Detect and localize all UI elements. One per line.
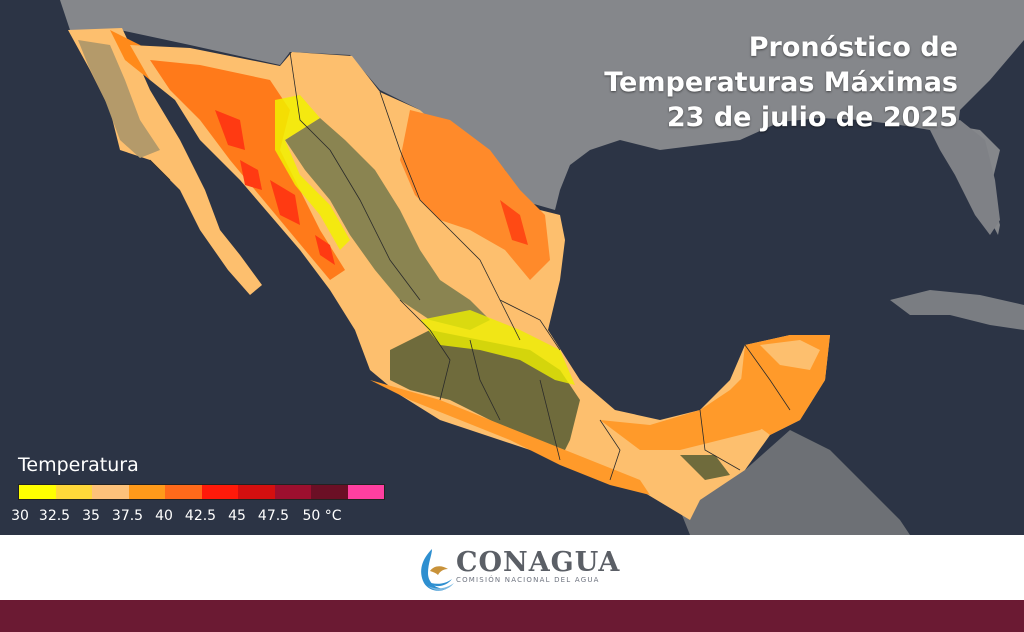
brand: CONAGUA COMISIÓN NACIONAL DEL AGUA	[456, 547, 620, 584]
central-america	[680, 430, 910, 535]
northeast-very-hot	[500, 200, 528, 245]
legend-swatch	[92, 485, 129, 499]
pacific-coast-warm	[370, 380, 650, 495]
title-line-3: 23 de julio de 2025	[666, 102, 958, 133]
legend-swatch	[55, 485, 92, 499]
footer: CONAGUA COMISIÓN NACIONAL DEL AGUA	[0, 535, 1024, 600]
legend-tick-label: 32.5	[38, 508, 71, 524]
sierra-madre-occidental	[285, 118, 490, 330]
legend-tick-label: 47.5	[257, 508, 290, 524]
title-line-1: Pronóstico de	[748, 32, 958, 63]
legend-swatch	[347, 485, 384, 499]
usa-landmass	[60, 0, 1024, 235]
temperature-legend: Temperatura 30 32.5 35 37.5 40 42.5 45 47.5 50 °…	[11, 454, 398, 526]
chiapas-highlands	[680, 455, 730, 480]
legend-tick-label: 37.5	[111, 508, 144, 524]
legend-tick-label: 45	[228, 508, 246, 524]
map-graphic	[60, 0, 1024, 535]
brand-name: CONAGUA	[456, 547, 621, 578]
state-boundaries	[149, 51, 791, 481]
legend-tick-label: 42.5	[184, 508, 217, 524]
legend-tick-label: 35	[82, 508, 100, 524]
florida	[930, 120, 1000, 235]
legend-swatch	[238, 485, 275, 499]
legend-tick-label: 40	[155, 508, 173, 524]
legend-swatch	[128, 485, 165, 499]
legend-tick-label: 50 °C	[302, 508, 342, 524]
legend-color-bar	[18, 484, 385, 500]
central-cool-band	[420, 310, 575, 385]
bottom-bar	[0, 600, 1024, 632]
legend-swatch	[311, 485, 348, 499]
legend-swatch	[201, 485, 238, 499]
map-title: Pronóstico de Temperaturas Máximas 23 de…	[604, 30, 958, 135]
sonora-very-hot	[215, 110, 335, 265]
temperature-map: Pronóstico de Temperaturas Máximas 23 de…	[0, 0, 1024, 535]
baja-desert	[78, 40, 160, 158]
cuba	[890, 290, 1024, 330]
legend-title: Temperatura	[18, 454, 139, 476]
conagua-logo-icon	[421, 549, 454, 591]
title-line-2: Temperaturas Máximas	[604, 67, 958, 98]
legend-swatch	[274, 485, 311, 499]
legend-swatch	[19, 485, 56, 499]
legend-tick-labels: 30 32.5 35 37.5 40 42.5 45 47.5 50 °C	[11, 508, 398, 526]
legend-tick-label: 30	[11, 508, 29, 524]
sierra-cool-band	[275, 95, 350, 250]
brand-subtitle: COMISIÓN NACIONAL DEL AGUA	[456, 576, 600, 584]
legend-swatch	[165, 485, 202, 499]
yucatan-mild	[760, 340, 820, 370]
